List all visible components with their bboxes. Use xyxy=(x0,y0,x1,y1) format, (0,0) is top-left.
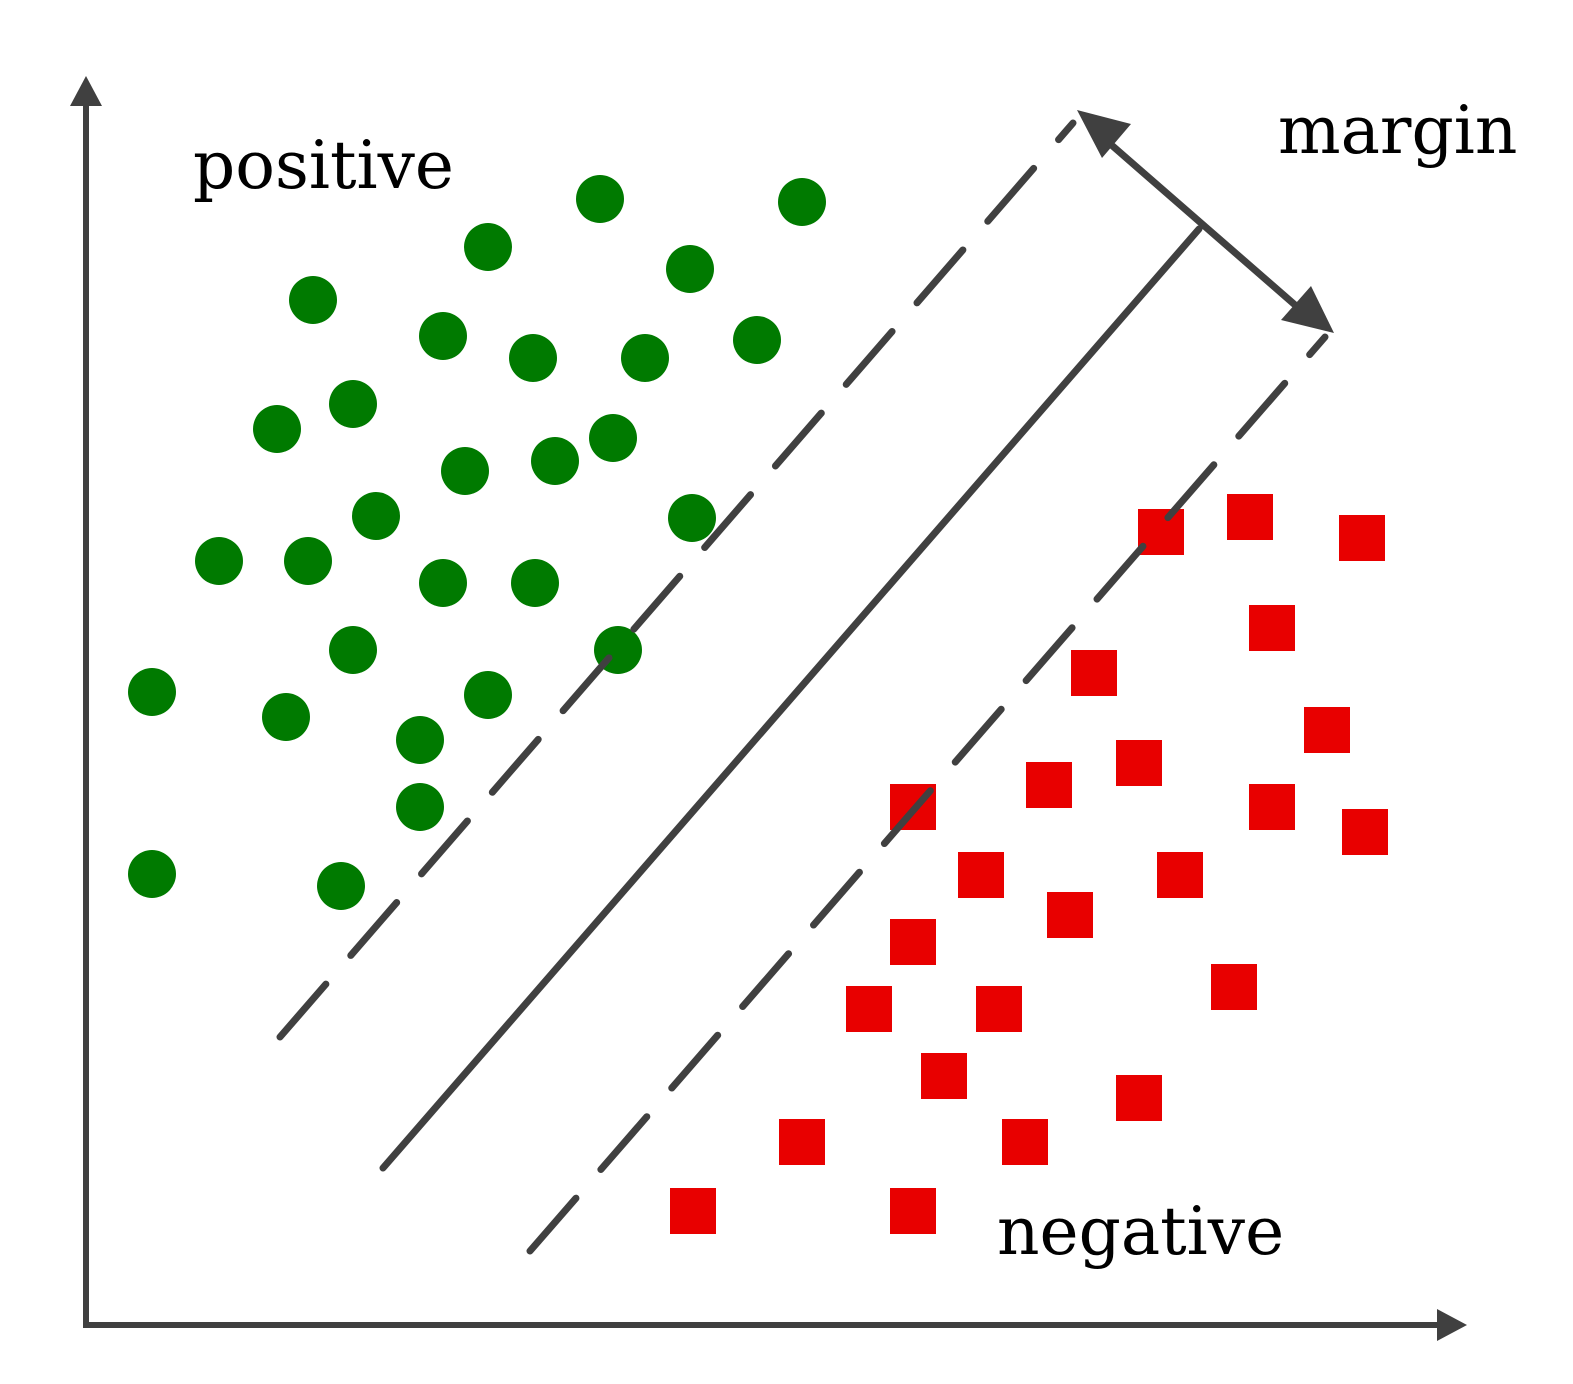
negative-point xyxy=(1342,809,1388,855)
negative-point xyxy=(1227,494,1273,540)
positive-point xyxy=(329,380,377,428)
positive-point xyxy=(352,492,400,540)
negative-point xyxy=(1071,650,1117,696)
positive-point xyxy=(464,671,512,719)
negative-point xyxy=(846,986,892,1032)
positive-points xyxy=(128,175,826,910)
separating-lines xyxy=(276,119,1329,1255)
positive-point xyxy=(128,668,176,716)
negative-point xyxy=(670,1188,716,1234)
positive-point xyxy=(733,316,781,364)
positive-point xyxy=(128,850,176,898)
positive-point xyxy=(511,559,559,607)
margin-arrow-head-bottom xyxy=(1281,286,1334,333)
x-axis-arrow xyxy=(1437,1309,1467,1341)
positive-point xyxy=(778,178,826,226)
positive-point xyxy=(441,447,489,495)
margin-arrow xyxy=(1077,110,1334,333)
margin-label: margin xyxy=(1278,92,1517,169)
negative-points xyxy=(670,494,1388,1234)
negative-point xyxy=(1304,707,1350,753)
y-axis-arrow xyxy=(70,76,102,106)
negative-point xyxy=(1339,515,1385,561)
positive-point xyxy=(195,537,243,585)
negative-point xyxy=(1249,784,1295,830)
negative-point xyxy=(976,986,1022,1032)
positive-point xyxy=(509,334,557,382)
lower-margin-line xyxy=(526,333,1329,1255)
positive-point xyxy=(289,276,337,324)
upper-margin-line xyxy=(276,119,1077,1041)
axes xyxy=(70,76,1467,1341)
negative-point xyxy=(958,852,1004,898)
positive-point xyxy=(262,693,310,741)
positive-point xyxy=(396,716,444,764)
negative-point xyxy=(890,919,936,965)
margin-arrow-head-top xyxy=(1077,110,1131,158)
negative-point xyxy=(1116,1075,1162,1121)
positive-point xyxy=(621,334,669,382)
negative-point xyxy=(890,1188,936,1234)
negative-point xyxy=(1116,740,1162,786)
positive-point xyxy=(419,312,467,360)
negative-label: negative xyxy=(997,1193,1284,1270)
negative-point xyxy=(1026,762,1072,808)
decision-boundary xyxy=(379,225,1203,1172)
positive-point xyxy=(396,783,444,831)
positive-point xyxy=(576,175,624,223)
positive-point xyxy=(253,405,301,453)
positive-point xyxy=(666,245,714,293)
negative-point xyxy=(1157,852,1203,898)
margin-arrow-shaft xyxy=(1097,132,1313,321)
negative-point xyxy=(921,1053,967,1099)
positive-point xyxy=(329,626,377,674)
negative-point xyxy=(1249,605,1295,651)
positive-point xyxy=(317,862,365,910)
positive-label: positive xyxy=(193,127,454,204)
positive-point xyxy=(419,559,467,607)
positive-point xyxy=(589,414,637,462)
positive-point xyxy=(284,537,332,585)
negative-point xyxy=(779,1119,825,1165)
negative-point xyxy=(1211,964,1257,1010)
negative-point xyxy=(1002,1119,1048,1165)
negative-point xyxy=(1047,892,1093,938)
positive-point xyxy=(464,223,512,271)
positive-point xyxy=(531,437,579,485)
positive-point xyxy=(668,494,716,542)
